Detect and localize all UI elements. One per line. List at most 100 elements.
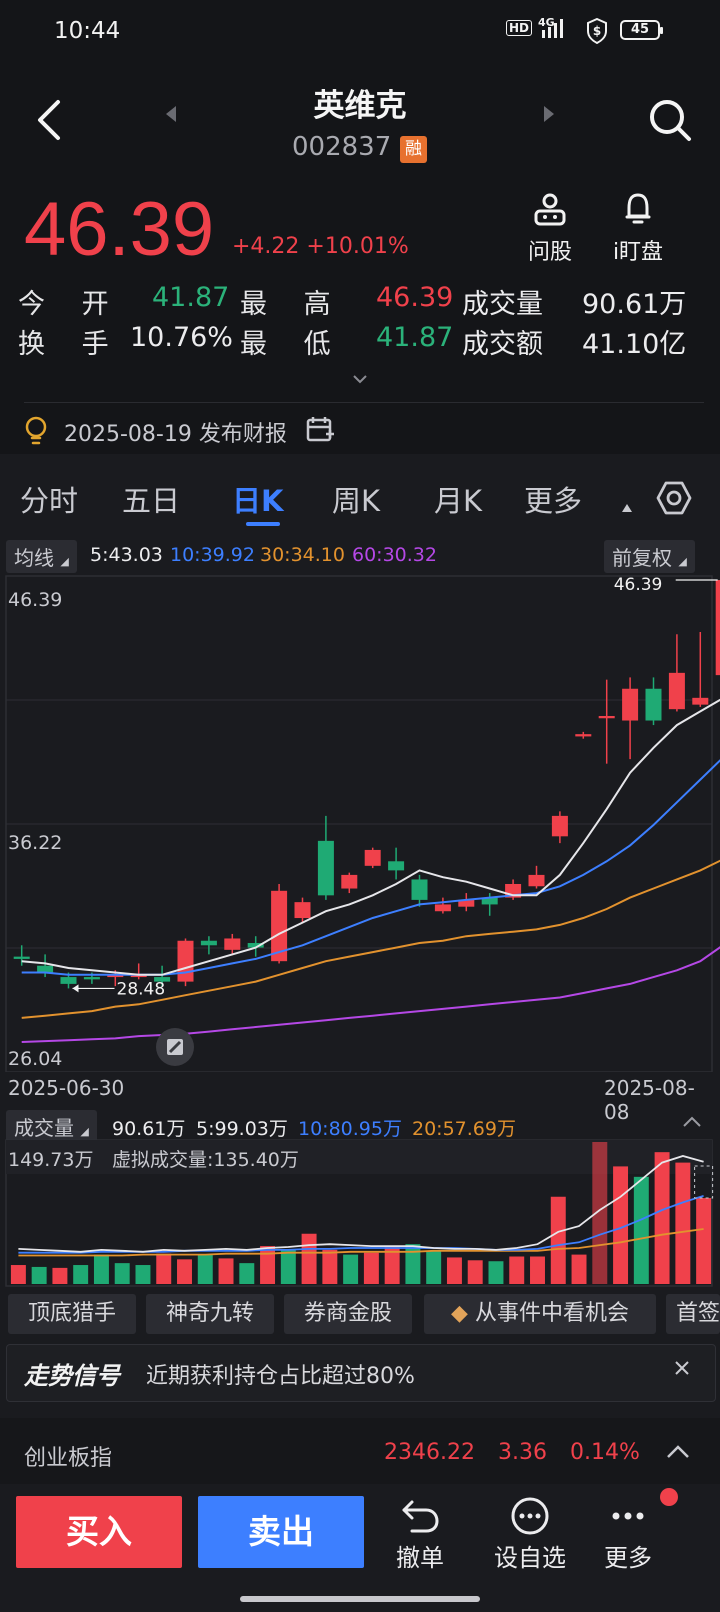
index-strip[interactable] <box>0 1418 720 1484</box>
shield-icon: $ <box>586 17 608 45</box>
candle-down <box>200 940 217 946</box>
tab-weekly-k[interactable]: 周K <box>332 484 381 518</box>
volume-bar <box>384 1247 400 1284</box>
quote-header <box>0 64 720 454</box>
draw-tool-icon[interactable] <box>156 1028 194 1066</box>
candle-up <box>528 874 545 887</box>
adjust-selector[interactable]: 前复权 ◢ <box>604 540 695 573</box>
candle-down <box>411 879 428 900</box>
tool-event-opportunity[interactable]: ◆ 从事件中看机会 <box>424 1294 656 1334</box>
candle-down <box>645 688 662 721</box>
ma60-value: 60:30.32 <box>352 544 437 566</box>
tool-magic-nine[interactable]: 神奇九转 <box>146 1294 274 1334</box>
candle-down <box>37 965 54 973</box>
low-callout-arrow <box>72 984 79 993</box>
volume-bar <box>31 1266 47 1284</box>
volume-bar <box>633 1176 649 1284</box>
volume-ma10: 10:80.95万 <box>298 1118 402 1140</box>
candle-down <box>60 977 77 984</box>
add-watchlist-button[interactable]: 设自选 <box>488 1496 572 1573</box>
close-icon[interactable] <box>674 1360 690 1380</box>
expand-chevron-icon[interactable] <box>352 372 368 388</box>
triangle-icon: ◢ <box>80 1125 89 1138</box>
tab-intraday[interactable]: 分时 <box>20 484 79 518</box>
watch-button[interactable]: i盯盘 <box>600 192 676 266</box>
triangle-icon: ◢ <box>678 555 687 568</box>
collapse-chevron-icon[interactable] <box>682 1114 702 1134</box>
open-label: 今 开 <box>18 289 123 320</box>
volume-bar <box>550 1196 566 1284</box>
trend-signal-banner[interactable] <box>6 1344 716 1402</box>
volume-bar <box>343 1254 359 1284</box>
back-arrow-icon[interactable] <box>32 98 72 142</box>
volume-bar <box>654 1152 670 1284</box>
chat-dots-icon <box>511 1497 549 1535</box>
candle-up <box>622 688 639 721</box>
search-icon[interactable] <box>648 98 692 142</box>
tab-daily-k[interactable]: 日K <box>232 484 284 518</box>
candlestick-chart[interactable]: 46.39 36.22 26.04 46.39 28.48 <box>0 572 720 1072</box>
amount-label: 成交额 <box>462 329 543 360</box>
signal-text: 近期获利持仓占比超过80% <box>146 1364 415 1389</box>
high-callout-label: 46.39 <box>614 575 663 595</box>
candle-up <box>575 734 592 737</box>
tool-bottom-top-hunter[interactable]: 顶底猎手 <box>8 1294 136 1334</box>
tool-first-sign[interactable]: 首签 <box>666 1294 720 1334</box>
settings-hexagon-icon[interactable] <box>656 480 692 516</box>
ma-selector[interactable]: 均线 ◢ <box>6 540 77 573</box>
volume-ma5-line <box>18 1155 704 1253</box>
volume-bar <box>675 1162 691 1284</box>
high-label: 最 高 <box>240 289 345 320</box>
low-callout-label: 28.48 <box>117 979 166 999</box>
volume-bar <box>446 1257 462 1284</box>
more-dots-icon <box>612 1512 644 1520</box>
earnings-report-notice[interactable]: 2025-08-19 发布财报 <box>64 422 287 447</box>
tab-more[interactable]: 更多 <box>524 484 583 518</box>
date-end: 2025-08-08 <box>604 1076 695 1124</box>
index-name: 创业板指 <box>24 1446 113 1471</box>
volume-chart[interactable]: 149.73万 虚拟成交量:135.40万 <box>0 1138 720 1288</box>
volume-selector[interactable]: 成交量 ◢ <box>6 1110 97 1143</box>
volume-bar <box>218 1258 234 1284</box>
cancel-order-button[interactable]: 撤单 <box>378 1496 462 1573</box>
last-price: 46.39 <box>24 187 215 272</box>
y-tick-top: 46.39 <box>8 589 62 611</box>
lightbulb-icon <box>24 416 48 446</box>
period-tabs <box>0 464 720 532</box>
sell-button[interactable]: 卖出 <box>198 1496 364 1568</box>
home-indicator[interactable] <box>240 1596 480 1602</box>
volume-value: 90.61万 <box>582 289 687 320</box>
hd-icon: HD <box>506 20 533 42</box>
svg-text:$: $ <box>593 24 601 38</box>
buy-button[interactable]: 买入 <box>16 1496 182 1568</box>
ask-stock-button[interactable]: 问股 <box>512 192 588 266</box>
next-stock-icon[interactable] <box>544 106 554 122</box>
tab-five-day[interactable]: 五日 <box>122 484 181 518</box>
volume-bar <box>197 1254 213 1284</box>
ma5-line <box>21 698 720 976</box>
chevron-up-icon[interactable] <box>666 1444 690 1464</box>
more-button[interactable]: 更多 <box>586 1496 670 1573</box>
volume-ma20: 20:57.69万 <box>412 1118 516 1140</box>
active-tab-indicator <box>246 522 280 526</box>
candle-down <box>388 861 405 871</box>
calendar-add-icon[interactable] <box>306 416 336 444</box>
stock-code: 002837 <box>292 132 392 162</box>
volume-bar <box>571 1254 587 1284</box>
ask-stock-label: 问股 <box>527 240 572 265</box>
volume-selector-label: 成交量 <box>14 1116 74 1140</box>
volume-ma5: 5:99.03万 <box>196 1118 288 1140</box>
margin-badge: 融 <box>400 136 427 163</box>
volume-bar <box>93 1254 109 1284</box>
tab-monthly-k[interactable]: 月K <box>434 484 483 518</box>
tool-broker-picks[interactable]: 券商金股 <box>284 1294 412 1334</box>
candle-up <box>692 697 709 705</box>
prev-stock-icon[interactable] <box>166 106 176 122</box>
volume-bar <box>280 1249 296 1284</box>
candle-up <box>294 902 311 919</box>
stock-name: 英维克 <box>313 88 407 124</box>
volume-bar <box>156 1253 172 1284</box>
battery-icon: 45 <box>620 20 663 42</box>
volume-bar <box>405 1244 421 1284</box>
ma60-line <box>21 946 720 1043</box>
